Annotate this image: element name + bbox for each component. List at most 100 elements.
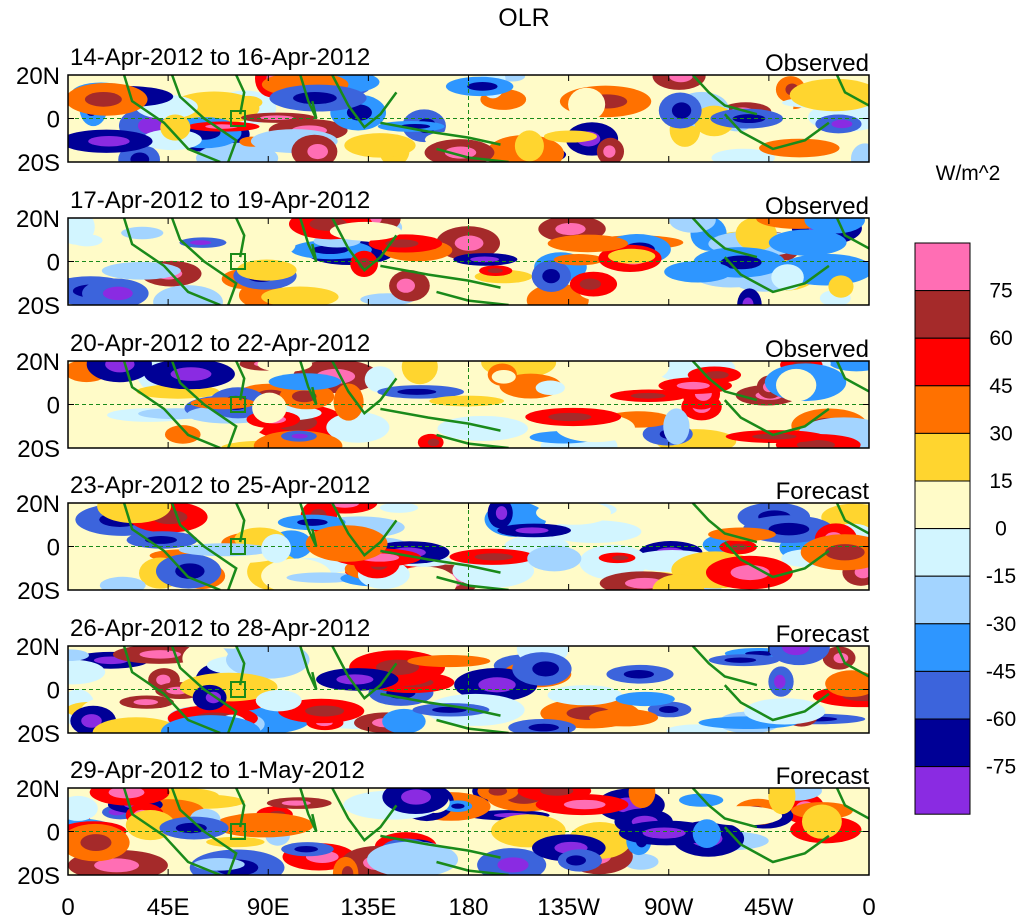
colorbar-level-label: -75 (986, 756, 1016, 779)
x-tick-label: 45W (744, 894, 794, 920)
y-tick-label: 20S (17, 863, 60, 890)
field-cell (68, 795, 98, 821)
field-core (427, 438, 440, 447)
colorbar-level-label: 75 (989, 280, 1012, 303)
colorbar-level-label: -45 (986, 660, 1016, 683)
field-cell (543, 130, 597, 143)
field-core (311, 245, 349, 255)
field-core (397, 388, 437, 395)
field-cell (120, 75, 197, 90)
field-core (385, 239, 419, 248)
y-tick-label: 20S (17, 721, 60, 748)
field-cell (226, 646, 310, 679)
colorbar-level-label: 15 (989, 470, 1012, 493)
field-cell (652, 75, 706, 90)
field-core (540, 788, 574, 796)
coastline (723, 541, 830, 579)
panel-period-label: 14-Apr-2012 to 16-Apr-2012 (70, 44, 370, 71)
field-core (825, 544, 865, 561)
coastline (122, 503, 221, 590)
field-core (81, 714, 102, 728)
field-cell (160, 114, 191, 141)
field-cell (652, 574, 705, 590)
panel-period-label: 29-Apr-2012 to 1-May-2012 (70, 757, 365, 784)
field-cell (236, 259, 297, 281)
coastline (835, 218, 869, 250)
coastline (122, 788, 221, 875)
coastline (299, 75, 318, 120)
field-cell (97, 503, 172, 524)
field-cell (268, 373, 342, 391)
coastline (691, 218, 758, 259)
field-core (488, 788, 508, 796)
coastline (235, 503, 246, 543)
field-core (470, 256, 499, 263)
y-tick-label: 20N (16, 776, 60, 803)
colorbar-swatch (914, 718, 971, 768)
field-cell (101, 261, 181, 280)
field-cell (759, 138, 840, 158)
field-cell (178, 543, 271, 557)
index-box (230, 396, 246, 413)
field-core (94, 858, 140, 873)
colorbar-level-label: -15 (986, 565, 1016, 588)
field-cell (379, 503, 419, 513)
colorbar-level-label: 60 (989, 327, 1012, 350)
coastline (380, 834, 501, 859)
coastline (299, 788, 318, 833)
field-core (796, 439, 835, 448)
field-cell (768, 788, 796, 815)
field-cell (92, 717, 181, 733)
x-tick-label: 90E (247, 894, 290, 920)
colorbar-swatch (914, 575, 971, 625)
panel-field (68, 75, 869, 162)
field-core (642, 827, 686, 839)
colorbar-units: W/m^2 (936, 162, 1001, 185)
coastline (235, 788, 246, 828)
coastline (723, 399, 830, 437)
field-cell (333, 383, 364, 421)
x-tick-label: 180 (448, 894, 488, 920)
coastline (235, 75, 246, 115)
field-core (305, 705, 345, 717)
field-cell (708, 527, 776, 542)
field-cell (850, 143, 869, 162)
colorbar-swatch (914, 385, 971, 434)
field-cell (828, 275, 854, 298)
coastline (122, 361, 221, 448)
field-cell (535, 380, 565, 396)
field-cell (547, 685, 623, 706)
colorbar-level-label: -60 (986, 708, 1016, 731)
colorbar-swatch (914, 337, 971, 387)
field-core (88, 136, 130, 147)
chart-title: OLR (498, 4, 549, 32)
x-tick-label: 135W (537, 894, 600, 920)
field-core (497, 857, 529, 873)
y-tick-label: 20N (16, 206, 60, 233)
panel-kind-label: Observed (765, 193, 869, 220)
coastline (331, 361, 398, 415)
coastline (331, 218, 398, 272)
field-cell (68, 659, 106, 685)
field-cell (615, 691, 675, 707)
field-cell (768, 229, 847, 256)
y-tick-label: 0 (47, 820, 60, 847)
field-core (658, 705, 679, 713)
colorbar-swatch (914, 480, 971, 530)
coastline (691, 788, 758, 829)
index-box (230, 110, 246, 127)
field-cell (547, 520, 642, 543)
field-core (297, 518, 328, 526)
field-cell (737, 288, 762, 305)
coastline (691, 361, 758, 402)
field-core (396, 278, 415, 293)
field-core (768, 522, 810, 536)
field-core (175, 563, 205, 580)
field-core (730, 543, 748, 551)
field-core (782, 646, 810, 656)
field-core (603, 145, 616, 158)
coastline (691, 503, 758, 544)
field-core (528, 723, 559, 732)
coastline (835, 75, 869, 107)
field-core (566, 855, 586, 866)
